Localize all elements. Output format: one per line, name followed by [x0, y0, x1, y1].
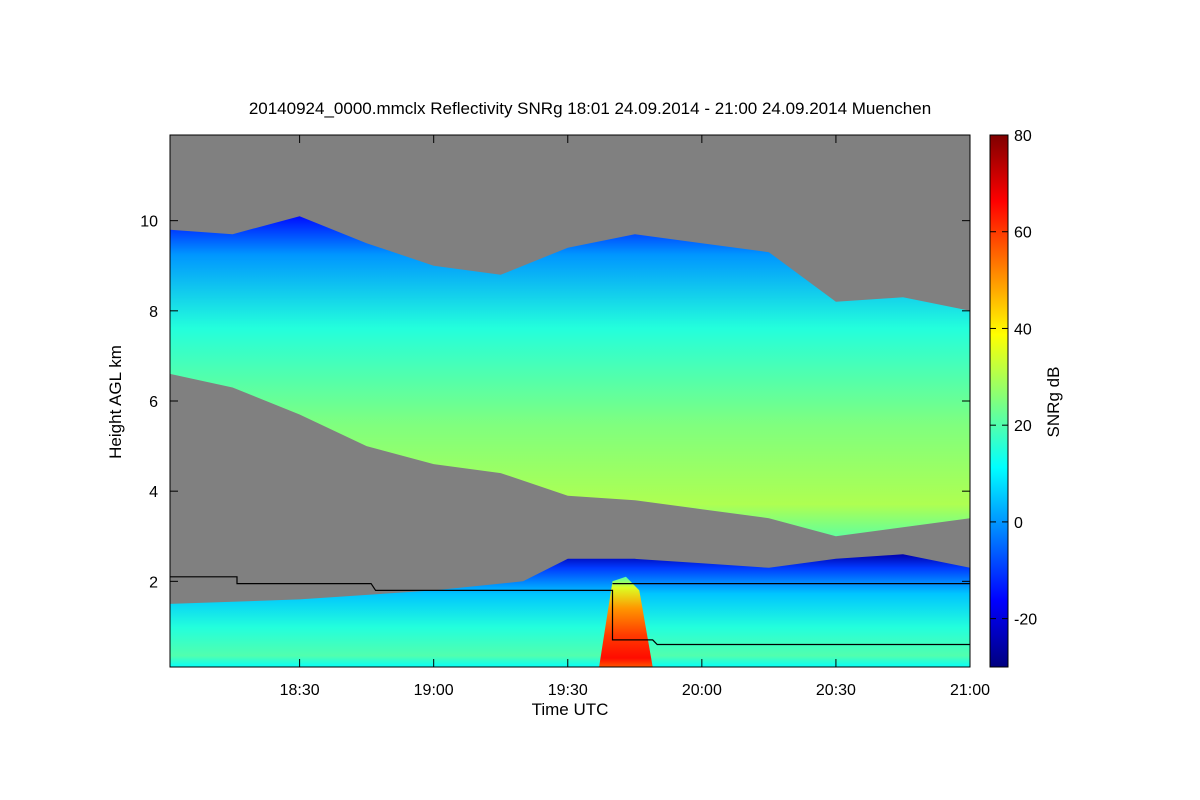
y-tick-label: 6 — [149, 394, 158, 411]
chart-title: 20140924_0000.mmclx Reflectivity SNRg 18… — [249, 99, 931, 118]
colorbar — [989, 134, 1009, 668]
colorbar-tick-label: 0 — [1014, 515, 1023, 532]
x-tick-label: 19:30 — [548, 682, 588, 699]
x-axis-label: Time UTC — [532, 700, 609, 719]
heatmap-layer-1 — [170, 554, 970, 667]
line-series — [170, 576, 970, 646]
colorbar-label: SNRg dB — [1044, 367, 1063, 438]
heatmap-layer-0 — [170, 216, 970, 537]
colorbar-tick-label: -20 — [1014, 612, 1037, 629]
x-tick-label: 20:30 — [816, 682, 856, 699]
x-axis: 18:30 19:00 19:30 20:00 20:30 21:00 — [280, 135, 990, 699]
x-tick-label: 21:00 — [950, 682, 990, 699]
line-series-0 — [170, 576, 970, 646]
colorbar-tick-label: 20 — [1014, 418, 1032, 435]
y-axis: 2 4 6 8 10 — [140, 214, 970, 591]
y-axis-label: Height AGL km — [106, 345, 125, 459]
colorbar-ticks: -20 0 20 40 60 80 — [990, 128, 1037, 629]
colorbar-tick-label: 40 — [1014, 321, 1032, 338]
x-tick-label: 18:30 — [280, 682, 320, 699]
y-tick-label: 4 — [149, 484, 158, 501]
colorbar-tick-label: 80 — [1014, 128, 1032, 145]
y-tick-label: 8 — [149, 304, 158, 321]
y-tick-label: 10 — [140, 214, 158, 231]
x-tick-label: 19:00 — [414, 682, 454, 699]
colorbar-tick-label: 60 — [1014, 225, 1032, 242]
x-tick-label: 20:00 — [682, 682, 722, 699]
y-tick-label: 2 — [149, 574, 158, 591]
